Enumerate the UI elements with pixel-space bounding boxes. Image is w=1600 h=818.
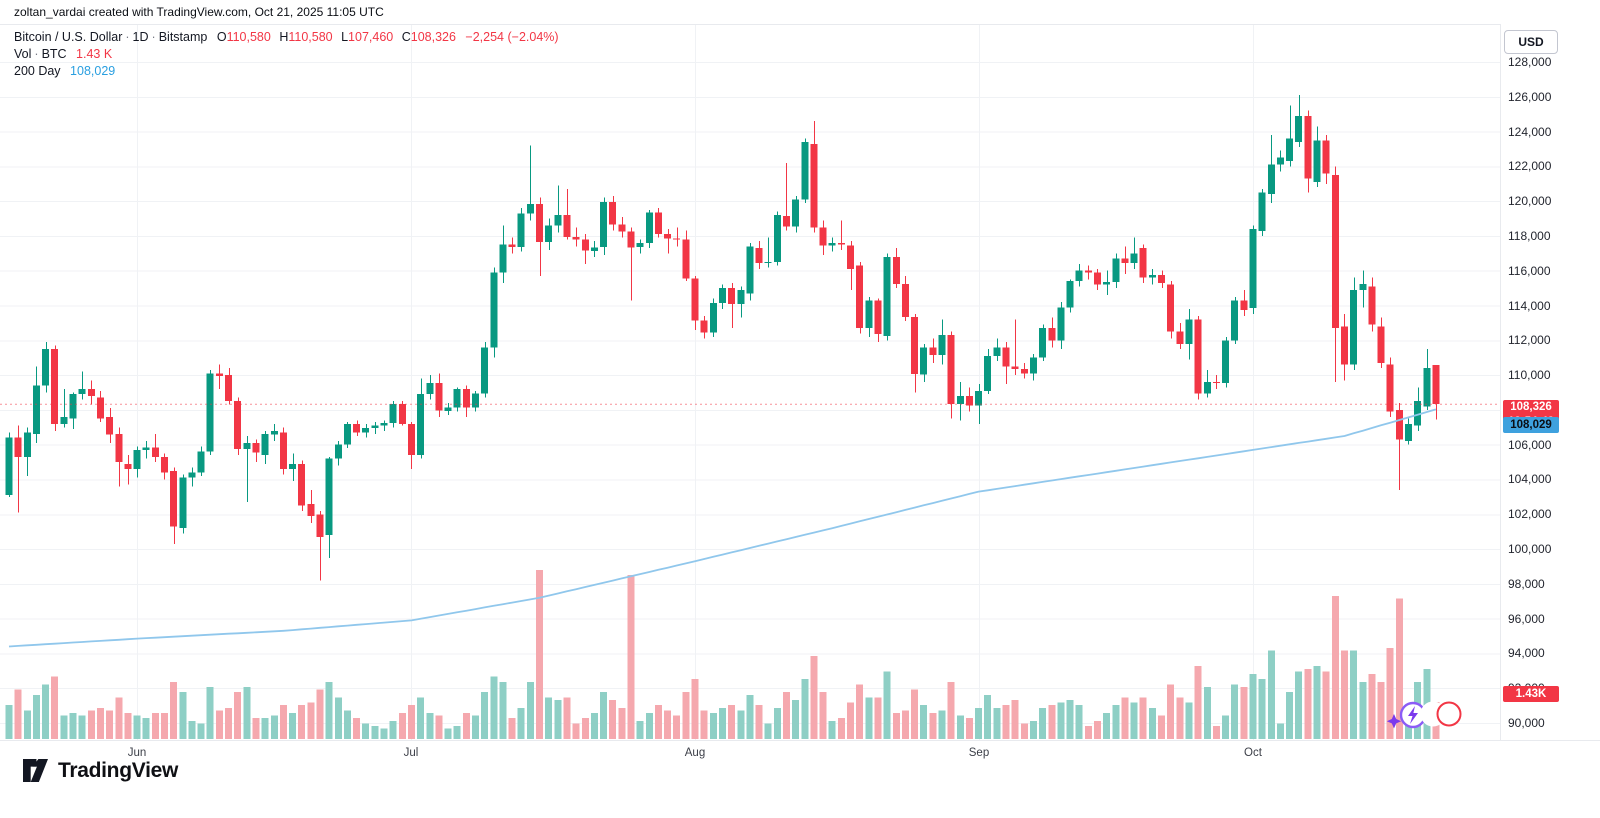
- ma-label: 200 Day: [14, 64, 61, 78]
- price-axis[interactable]: USD 128,000 126,000 124,000 122,000 120,000 1…: [1501, 24, 1600, 740]
- legend-symbol-row[interactable]: Bitcoin / U.S. Dollar · 1D · Bitstamp O110,5…: [14, 30, 559, 44]
- price-tick: 116,000: [1508, 263, 1551, 278]
- chart-legend: Bitcoin / U.S. Dollar · 1D · Bitstamp O110,5…: [14, 29, 559, 80]
- brand-name: TradingView: [58, 758, 179, 782]
- legend-ma-row[interactable]: 200 Day 108,029: [14, 63, 559, 80]
- month-label-jun: Jun: [127, 747, 147, 759]
- price-tick: 114,000: [1508, 298, 1551, 313]
- axis-separator-horizontal: [0, 740, 1600, 741]
- month-label-jul: Jul: [403, 747, 419, 759]
- open-label: O: [216, 30, 227, 44]
- price-tick: 94,000: [1508, 646, 1545, 661]
- price-tick: 126,000: [1508, 89, 1552, 104]
- sparkle-icon: [1386, 714, 1402, 729]
- price-tick: 96,000: [1508, 611, 1545, 626]
- price-tick: 118,000: [1508, 228, 1551, 243]
- footer-brand[interactable]: TradingView: [22, 758, 178, 783]
- economic-event-icons[interactable]: [1386, 698, 1466, 738]
- price-tick: 112,000: [1508, 333, 1551, 348]
- axis-separator-vertical: [1500, 24, 1501, 740]
- ma-value: 108,029: [70, 64, 116, 78]
- price-tick: 100,000: [1508, 542, 1552, 557]
- interval-label[interactable]: 1D: [132, 30, 149, 44]
- price-tick: 120,000: [1508, 194, 1552, 209]
- volume-value: 1.43 K: [76, 47, 113, 61]
- low-label: L: [341, 30, 349, 44]
- high-value: 110,580: [288, 30, 333, 44]
- change-value: −2,254 (−2.04%): [465, 30, 559, 44]
- pane-divider: [0, 24, 1600, 25]
- legend-volume-row[interactable]: Vol · BTC 1.43 K: [14, 47, 113, 61]
- price-tick: 102,000: [1508, 507, 1552, 522]
- price-tick: 122,000: [1508, 159, 1552, 174]
- price-tick: 104,000: [1508, 472, 1552, 487]
- month-label-sep: Sep: [968, 747, 990, 759]
- price-tick: 124,000: [1508, 124, 1552, 139]
- symbol-title[interactable]: Bitcoin / U.S. Dollar: [14, 30, 123, 44]
- creator-watermark: zoltan_vardai created with TradingView.c…: [14, 5, 384, 19]
- tradingview-logo-icon: [23, 758, 48, 783]
- price-tick: 128,000: [1508, 55, 1552, 69]
- price-tick: 98,000: [1508, 576, 1545, 591]
- high-label: H: [279, 30, 289, 44]
- close-value: 108,326: [410, 30, 456, 44]
- time-axis[interactable]: Jun Jul Aug Sep Oct: [0, 741, 1600, 767]
- month-label-aug: Aug: [684, 747, 706, 759]
- close-label: C: [401, 30, 411, 44]
- exchange-label: Bitstamp: [158, 30, 208, 44]
- open-value: 110,580: [226, 30, 271, 44]
- price-tick: 110,000: [1508, 368, 1551, 383]
- low-value: 107,460: [348, 30, 394, 44]
- price-tick: 106,000: [1508, 437, 1552, 452]
- price-tick: 90,000: [1508, 716, 1545, 730]
- volume-badge: 1.43K: [1503, 685, 1559, 702]
- ma-price-badge: 108,029: [1503, 417, 1559, 434]
- month-label-oct: Oct: [1244, 747, 1262, 759]
- flag-event-icon[interactable]: [1436, 701, 1462, 727]
- currency-button[interactable]: USD: [1504, 30, 1558, 54]
